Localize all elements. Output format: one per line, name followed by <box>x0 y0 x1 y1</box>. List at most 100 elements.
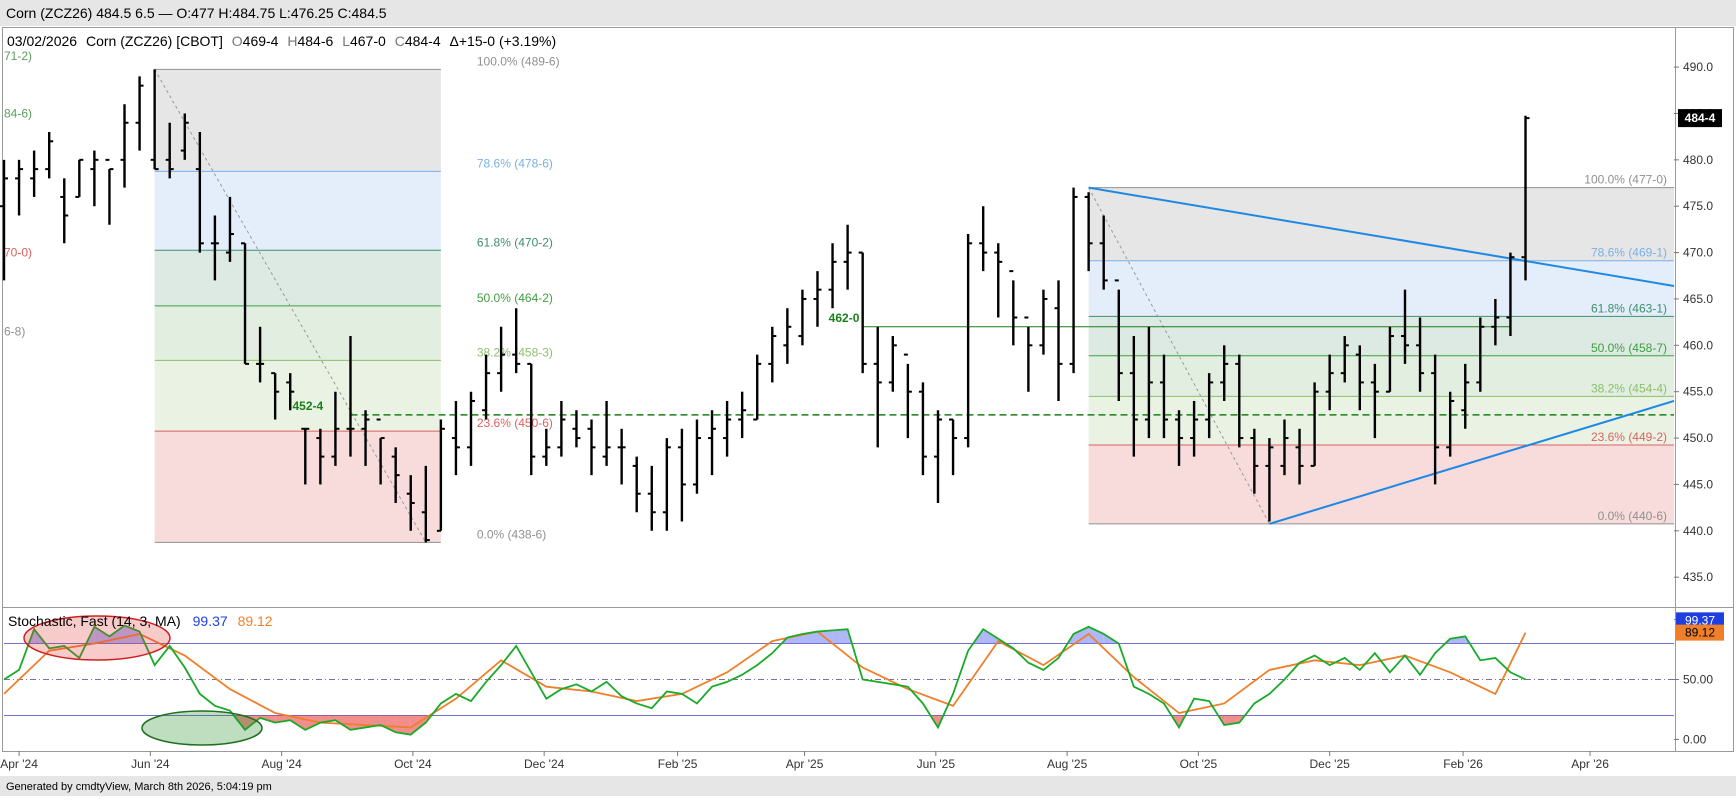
time-tick-label: Aug '25 <box>1047 757 1088 771</box>
fib-level-label: 50.0% (458-7) <box>1591 341 1667 355</box>
ohlc-bar <box>1280 419 1289 476</box>
k-value-tag <box>1676 612 1724 629</box>
fib-level-label: 61.8% (463-1) <box>1591 301 1667 315</box>
oversold-shade <box>350 715 366 730</box>
price-tick-label: 470.0 <box>1683 246 1713 260</box>
d-value-tag <box>1676 624 1724 641</box>
ohlc-bar <box>391 447 400 503</box>
header-close: 484-4 <box>405 33 441 49</box>
ohlc-bar <box>918 382 927 476</box>
overbought-shade <box>832 629 848 644</box>
ohlc-bar <box>1340 336 1349 383</box>
ohlc-bar <box>964 234 973 448</box>
price-tick-label: 435.0 <box>1683 570 1713 584</box>
ohlc-bar <box>828 243 837 309</box>
ohlc-bar <box>482 354 491 420</box>
ohlc-bar <box>1250 428 1259 494</box>
footer-text: Generated by cmdtyView, March 8th 2026, … <box>6 781 272 793</box>
stochastic-k-value: 99.37 <box>193 613 228 629</box>
header-close-label: C <box>395 33 405 49</box>
left-edge-label: 84-6) <box>4 106 32 120</box>
ohlc-bar <box>723 400 732 457</box>
ohlc-bar <box>105 158 114 225</box>
price-header: 03/02/2026 Corn (ZCZ26) [CBOT] O469-4 H4… <box>7 33 556 49</box>
ohlc-bar <box>1416 317 1425 392</box>
ohlc-bar <box>1506 252 1515 337</box>
price-tick-label: 455.0 <box>1683 385 1713 399</box>
ohlc-bar <box>271 372 280 420</box>
stochastic-title: Stochastic, Fast (14, 3, MA) <box>8 613 181 629</box>
price-panel: 100.0% (489-6) 78.6% (478-6) 61.8% (470-2)… <box>0 49 1722 584</box>
ohlc-bar <box>994 243 1003 318</box>
header-date: 03/02/2026 <box>7 33 77 49</box>
ohlc-bar <box>1084 192 1093 272</box>
ohlc-bar <box>0 159 8 281</box>
ohlc-bar <box>316 428 325 485</box>
trendline <box>1088 186 1675 287</box>
time-tick-label: Jun '25 <box>917 757 956 771</box>
stoch-tick-label: 50.00 <box>1683 673 1713 687</box>
header-change: Δ+15-0 (+3.19%) <box>450 33 557 49</box>
price-tick-label: 490.0 <box>1683 60 1713 74</box>
time-tick-label: Jun '24 <box>131 757 170 771</box>
trendline <box>1269 400 1675 525</box>
ohlc-bar <box>587 419 596 476</box>
ohlc-bar <box>903 353 912 439</box>
ohlc-bar <box>1054 280 1063 401</box>
time-tick-label: Apr '24 <box>0 757 38 771</box>
overbought-shade <box>983 629 999 644</box>
ohlc-bar <box>1385 326 1394 393</box>
ohlc-bar <box>1205 373 1214 439</box>
ohlc-bar <box>1265 438 1274 522</box>
oversold-shade <box>335 715 351 730</box>
ohlc-bar <box>1069 187 1078 374</box>
ohlc-bar <box>738 391 747 439</box>
ohlc-bar <box>180 113 189 160</box>
stochastic-d-value: 89.12 <box>238 613 273 629</box>
oversold-shade <box>380 715 396 733</box>
left-edge-label: 6-8) <box>4 324 25 338</box>
d-value-tag-label: 89.12 <box>1685 626 1715 640</box>
ohlc-bar <box>1114 279 1123 401</box>
ohlc-bar <box>933 410 942 503</box>
ohlc-bar <box>768 326 777 383</box>
ohlc-bar <box>406 475 415 531</box>
footer-bar <box>0 776 1736 796</box>
fib-level-label: 38.2% (454-4) <box>1591 381 1667 395</box>
header-name: Corn (ZCZ26) [CBOT] <box>86 33 223 49</box>
ohlc-bar <box>60 178 69 244</box>
time-tick-label: Oct '24 <box>394 757 432 771</box>
time-tick-label: Feb '25 <box>658 757 698 771</box>
fib-level-label: 0.0% (438-6) <box>477 527 546 541</box>
fib-zone <box>1088 355 1674 397</box>
ohlc-bar <box>1175 410 1184 466</box>
fib-level-label: 23.6% (449-2) <box>1591 430 1667 444</box>
fib-level-label: 78.6% (478-6) <box>477 156 553 170</box>
ohlc-bar <box>421 465 430 543</box>
fib-zone <box>1088 396 1674 446</box>
ohlc-bar <box>1159 354 1168 439</box>
ohlc-bar <box>346 336 355 457</box>
left-edge-label: 70-0) <box>4 246 32 260</box>
ohlc-bar <box>602 400 611 466</box>
ohlc-bar <box>451 400 460 476</box>
ohlc-bar <box>949 418 958 476</box>
time-axis: Apr '24 Jun '24 Aug '24 Oct '24 Dec '24 Feb '… <box>0 751 1609 771</box>
ohlc-bar <box>286 373 295 411</box>
ohlc-bar <box>858 251 867 374</box>
ohlc-bar <box>210 215 219 281</box>
ohlc-bar <box>1024 316 1033 392</box>
ohlc-bar <box>1235 354 1244 448</box>
ohlc-bar <box>662 438 671 531</box>
window-title-bar <box>0 0 1736 26</box>
fib-zone <box>1088 445 1674 524</box>
ohlc-bar <box>75 158 84 198</box>
ohlc-bar <box>753 354 762 421</box>
fib-level-label: 50.0% (464-2) <box>477 291 553 305</box>
ohlc-bar <box>30 150 39 197</box>
header-open-label: O <box>232 33 243 49</box>
ohlc-bar <box>241 242 250 365</box>
fib-zone <box>1088 260 1674 317</box>
window-title: Corn (ZCZ26) 484.5 6.5 — O:477 H:484.75 … <box>6 5 387 21</box>
